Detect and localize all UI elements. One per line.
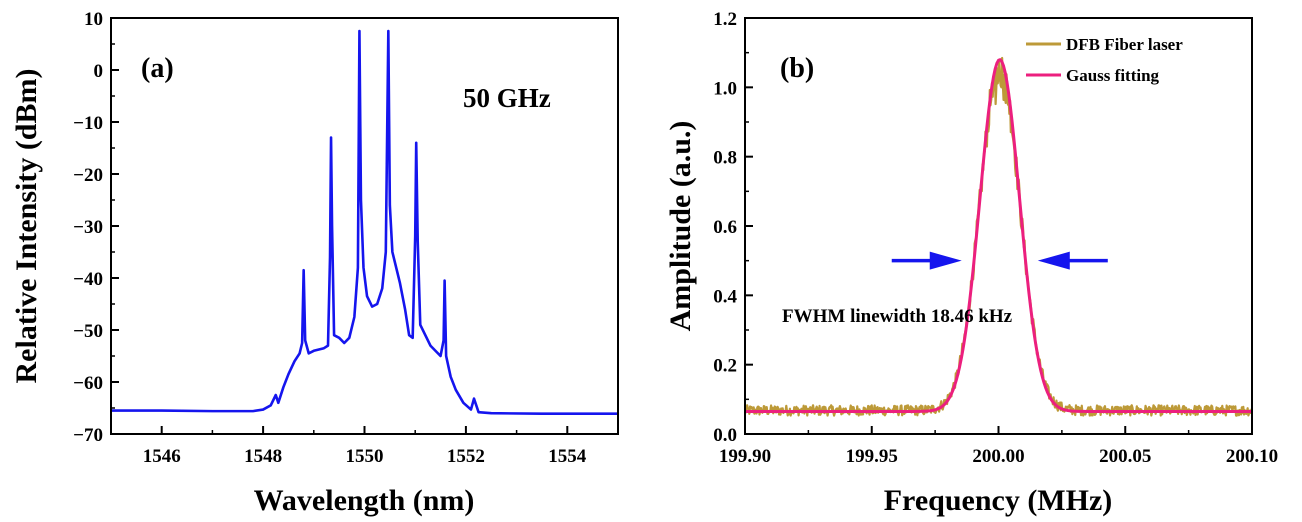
panel-a-x-axis-title: Wavelength (nm): [254, 484, 475, 517]
fwhm-right-arrow-head: [1037, 251, 1070, 270]
panel-a-ticks: 1546 1548 1550 1552 1554 −70 −60 −50 −40 −30 −20 −1…: [73, 9, 587, 467]
panel-b-x-tick-label: 199.90: [719, 446, 771, 467]
panel-a-x-tick-label: 1546: [143, 446, 181, 467]
panel-a-y-tick-label: −50: [73, 321, 103, 342]
panel-a-y-tick-label: −60: [73, 373, 103, 394]
panel-b-tag: (b): [780, 53, 814, 84]
panel-a-tag: (a): [141, 53, 174, 84]
panel-b-x-tick-label: 200.05: [1099, 446, 1151, 467]
panel-b-y-tick-label: 0.4: [713, 286, 737, 307]
fwhm-arrows: [891, 251, 1108, 270]
legend-label-dfb: DFB Fiber laser: [1066, 35, 1183, 54]
panel-b: 199.90 199.95 200.00 200.05 200.10 0.0 0.2 0.4 0…: [664, 9, 1278, 517]
panel-a-x-tick-label: 1554: [548, 446, 587, 467]
panel-b-y-tick-label: 0.8: [713, 148, 737, 169]
panel-b-x-tick-label: 200.10: [1226, 446, 1278, 467]
panel-a-frame: [110, 17, 619, 435]
panel-b-ticks: 199.90 199.95 200.00 200.05 200.10 0.0 0.2 0.4 0…: [713, 9, 1278, 467]
panel-a-annotation: 50 GHz: [463, 83, 551, 113]
panel-b-y-tick-label: 1.0: [713, 78, 737, 99]
panel-b-y-tick-label: 0.2: [713, 356, 737, 377]
panel-a-plot-area: [111, 29, 618, 416]
legend-label-gauss: Gauss fitting: [1066, 66, 1160, 85]
panel-b-x-tick-label: 200.00: [972, 446, 1024, 467]
panel-a-x-tick-label: 1548: [244, 446, 282, 467]
panel-b-y-axis-title: Amplitude (a.u.): [664, 121, 697, 332]
panel-a-y-tick-label: −10: [73, 113, 103, 134]
panel-a-y-axis-title: Relative Intensity (dBm): [10, 69, 43, 384]
panel-a-y-tick-label: −70: [73, 425, 103, 446]
fwhm-annotation: FWHM linewidth 18.46 kHz: [782, 306, 1013, 327]
panel-a-y-tick-label: −30: [73, 217, 103, 238]
panel-b-plot-area: [745, 56, 1252, 417]
panel-a-y-tick-label: −20: [73, 165, 103, 186]
panel-a: 1546 1548 1550 1552 1554 −70 −60 −50 −40 −30 −20 −1…: [10, 9, 619, 517]
dfb-fiber-laser-line: [745, 56, 1252, 417]
panel-b-y-tick-label: 0.0: [713, 425, 737, 446]
panel-a-y-tick-label: 0: [94, 61, 104, 82]
panel-a-y-tick-label: −40: [73, 269, 103, 290]
panel-a-x-tick-label: 1550: [346, 446, 384, 467]
panel-b-y-tick-label: 1.2: [713, 9, 737, 30]
panel-a-y-tick-label: 10: [84, 9, 103, 30]
fwhm-left-arrow-head: [929, 251, 962, 270]
panel-b-y-tick-label: 0.6: [713, 217, 737, 238]
panel-b-x-tick-label: 199.95: [846, 446, 898, 467]
panel-b-x-axis-title: Frequency (MHz): [884, 484, 1113, 517]
legend: DFB Fiber laser Gauss fitting: [1026, 35, 1183, 85]
spectrum-line: [111, 29, 618, 416]
gauss-fitting-line: [745, 58, 1252, 413]
panel-a-x-tick-label: 1552: [447, 446, 485, 467]
